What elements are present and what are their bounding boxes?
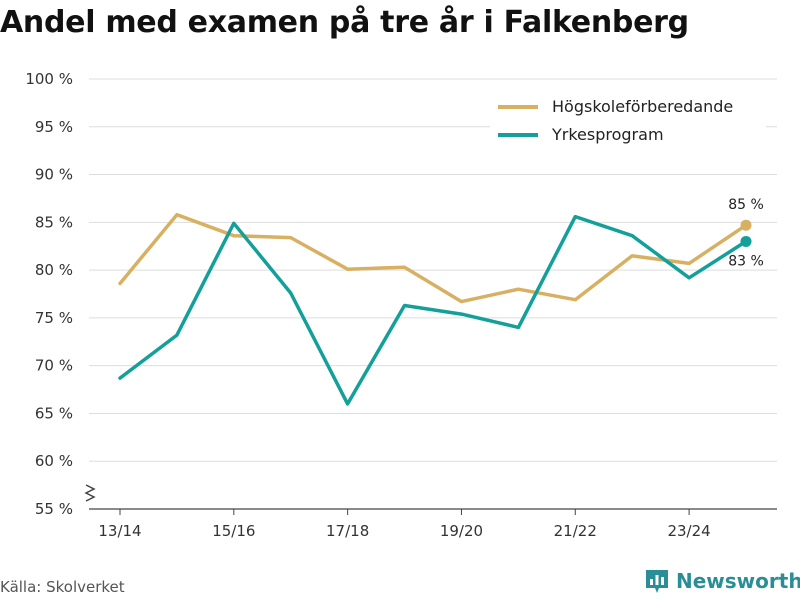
- legend-background: [490, 93, 766, 157]
- y-tick-label: 80 %: [35, 261, 73, 279]
- y-tick-label: 95 %: [35, 118, 73, 136]
- legend-label-1: Högskoleförberedande: [552, 97, 733, 116]
- x-tick-label: 15/16: [212, 522, 255, 540]
- end-label-1: 85 %: [728, 197, 764, 213]
- y-tick-label: 85 %: [35, 213, 73, 231]
- y-tick-label: 70 %: [35, 357, 73, 375]
- source-note: Källa: Skolverket: [0, 578, 125, 596]
- y-tick-label: 60 %: [35, 452, 73, 470]
- series-end-point-1: [740, 219, 752, 231]
- series-lines: [118, 212, 752, 406]
- series-end-point-2: [740, 235, 752, 247]
- x-tick-label: 13/14: [98, 522, 141, 540]
- x-tick-label: 17/18: [326, 522, 369, 540]
- y-tick-label: 65 %: [35, 404, 73, 422]
- newsworthy-logo-icon: [646, 570, 668, 593]
- x-tick-label: 19/20: [440, 522, 483, 540]
- y-tick-labels: 100 % 95 % 90 % 85 % 80 % 75 % 70 % 65 % 60 % 55 …: [25, 70, 73, 518]
- brand-logo: Newsworthy: [644, 568, 800, 594]
- series-line-2: [118, 214, 748, 406]
- y-tick-label: 55 %: [35, 500, 73, 518]
- end-label-2: 83 %: [728, 253, 764, 269]
- chart-title: Andel med examen på tre år i Falkenberg: [0, 5, 689, 40]
- x-tick-label: 21/22: [554, 522, 597, 540]
- x-tick-label: 23/24: [667, 522, 710, 540]
- axis-break-icon: [84, 484, 96, 502]
- grid-lines: [89, 78, 777, 510]
- legend: Högskoleförberedande Yrkesprogram: [490, 93, 766, 157]
- y-tick-label: 90 %: [35, 166, 73, 184]
- end-labels: 85 % 83 %: [728, 197, 764, 269]
- y-tick-label: 75 %: [35, 309, 73, 327]
- legend-label-2: Yrkesprogram: [551, 125, 664, 144]
- series-line-1: [118, 212, 748, 304]
- x-tick-labels: 13/14 15/16 17/18 19/20 21/22 23/24: [98, 509, 711, 540]
- brand-name: Newsworthy: [676, 569, 800, 593]
- y-tick-label: 100 %: [25, 70, 73, 88]
